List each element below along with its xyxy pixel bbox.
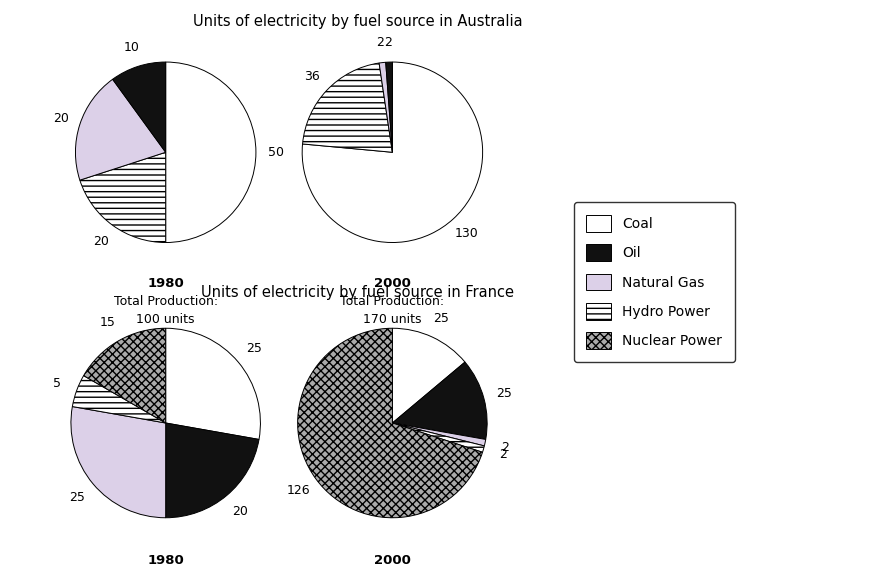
Text: 2000: 2000: [374, 554, 411, 564]
Text: 25: 25: [433, 312, 449, 325]
Wedge shape: [303, 63, 392, 152]
Text: 15: 15: [100, 316, 116, 329]
Wedge shape: [166, 328, 261, 439]
Legend: Coal, Oil, Natural Gas, Hydro Power, Nuclear Power: Coal, Oil, Natural Gas, Hydro Power, Nuc…: [574, 202, 735, 362]
Wedge shape: [84, 328, 166, 423]
Wedge shape: [71, 407, 166, 518]
Wedge shape: [392, 423, 484, 452]
Wedge shape: [166, 62, 255, 243]
Wedge shape: [166, 423, 259, 518]
Text: 126: 126: [287, 484, 310, 497]
Text: 25: 25: [246, 342, 262, 355]
Text: Total Production:: Total Production:: [340, 295, 445, 308]
Wedge shape: [392, 423, 486, 446]
Wedge shape: [72, 376, 166, 423]
Text: 170 units: 170 units: [363, 313, 422, 326]
Wedge shape: [392, 362, 487, 439]
Text: 20: 20: [232, 505, 248, 518]
Wedge shape: [80, 152, 166, 243]
Text: 130: 130: [454, 227, 479, 240]
Text: 25: 25: [496, 386, 512, 399]
Wedge shape: [297, 328, 482, 518]
Text: 25: 25: [69, 491, 85, 504]
Text: 1980: 1980: [147, 277, 184, 290]
Text: 50: 50: [268, 146, 283, 159]
Text: 2: 2: [385, 36, 392, 49]
Wedge shape: [392, 328, 465, 423]
Text: 100 units: 100 units: [136, 313, 195, 326]
Text: Total Production:: Total Production:: [113, 295, 218, 308]
Text: 20: 20: [93, 235, 109, 248]
Text: 20: 20: [53, 112, 69, 125]
Wedge shape: [303, 62, 482, 243]
Wedge shape: [76, 80, 166, 180]
Text: 5: 5: [53, 377, 61, 390]
Text: 2000: 2000: [374, 277, 411, 290]
Text: 36: 36: [304, 70, 320, 83]
Text: Units of electricity by fuel source in France: Units of electricity by fuel source in F…: [201, 285, 514, 300]
Text: 10: 10: [124, 41, 140, 54]
Text: 2: 2: [500, 448, 508, 461]
Text: Units of electricity by fuel source in Australia: Units of electricity by fuel source in A…: [193, 14, 522, 29]
Text: 2: 2: [501, 440, 509, 453]
Wedge shape: [385, 62, 392, 152]
Wedge shape: [112, 62, 166, 152]
Text: 2: 2: [377, 36, 385, 50]
Wedge shape: [379, 62, 392, 152]
Text: 1980: 1980: [147, 554, 184, 564]
